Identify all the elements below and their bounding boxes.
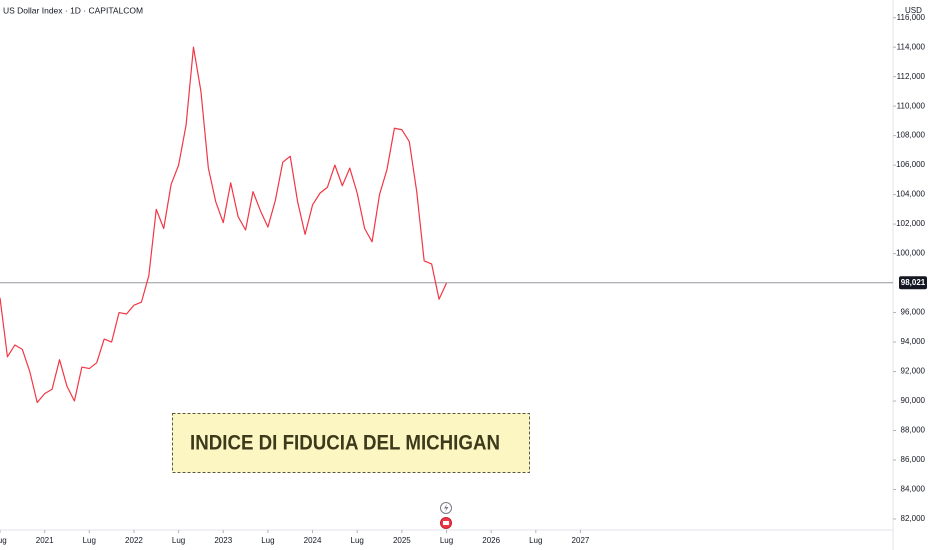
y-tick-label: 90,000 bbox=[901, 396, 926, 405]
lightning-icon bbox=[444, 504, 449, 512]
annotation-text: INDICE DI FIDUCIA DEL MICHIGAN bbox=[190, 432, 500, 455]
price-label: 98,021 bbox=[901, 278, 926, 287]
y-tick-label: 92,000 bbox=[901, 367, 926, 376]
y-tick-label: 84,000 bbox=[901, 485, 926, 494]
y-tick-label: 96,000 bbox=[901, 308, 926, 317]
y-tick-label: 116,000 bbox=[897, 13, 926, 22]
event-icons[interactable] bbox=[440, 502, 452, 529]
y-tick-label: 108,000 bbox=[896, 131, 925, 140]
annotation-box bbox=[172, 413, 530, 473]
flag-icon-inner bbox=[443, 521, 449, 525]
x-tick-label: 2021 bbox=[36, 536, 54, 545]
x-tick-label: Lug bbox=[261, 536, 274, 545]
x-tick-label: 2025 bbox=[393, 536, 411, 545]
y-tick-label: 106,000 bbox=[896, 160, 925, 169]
y-tick-label: 112,000 bbox=[897, 72, 926, 81]
y-tick-label: 110,000 bbox=[897, 101, 926, 110]
x-tick-label: Lug bbox=[529, 536, 542, 545]
y-tick-label: 88,000 bbox=[901, 426, 926, 435]
x-tick-label: Lug bbox=[351, 536, 364, 545]
x-tick-label: 2023 bbox=[214, 536, 232, 545]
chart-title: US Dollar Index · 1D · CAPITALCOM bbox=[3, 5, 143, 15]
y-tick-label: 104,000 bbox=[896, 190, 925, 199]
x-tick-label: 2022 bbox=[125, 536, 143, 545]
x-tick-label: 2024 bbox=[304, 536, 322, 545]
x-tick-label: Lug bbox=[83, 536, 96, 545]
y-tick-label: 102,000 bbox=[896, 219, 925, 228]
x-tick-label: 2027 bbox=[572, 536, 590, 545]
price-label-bg bbox=[899, 276, 927, 290]
y-tick-label: 114,000 bbox=[897, 42, 926, 51]
axis-unit: USD bbox=[905, 6, 922, 15]
y-tick-label: 82,000 bbox=[901, 514, 926, 523]
price-series bbox=[0, 46, 448, 404]
x-tick-label: 2026 bbox=[482, 536, 500, 545]
x-tick-label: Lug bbox=[0, 536, 7, 545]
x-tick-label: Lug bbox=[440, 536, 453, 545]
y-tick-label: 100,000 bbox=[896, 249, 925, 258]
y-tick-label: 86,000 bbox=[901, 455, 926, 464]
y-tick-label: 94,000 bbox=[901, 337, 926, 346]
x-tick-label: Lug bbox=[172, 536, 185, 545]
